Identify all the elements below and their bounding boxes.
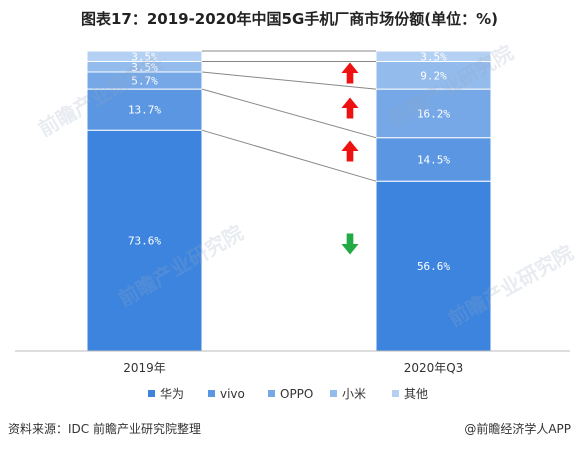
bar-segment-其他-1 — [375, 50, 492, 62]
bar-segment-华为-1 — [375, 180, 492, 352]
data-label: 3.5% — [420, 50, 447, 63]
legend-label: 华为 — [160, 387, 184, 401]
bar-segment-OPPO-1 — [375, 88, 492, 139]
data-label: 13.7% — [128, 104, 161, 117]
source-note: 资料来源：IDC 前瞻产业研究院整理 — [8, 422, 201, 436]
trend-arrow-down — [341, 233, 359, 255]
legend-swatch — [208, 390, 215, 397]
bar-segment-华为-0 — [86, 129, 203, 352]
trend-arrow-up — [341, 140, 359, 162]
bars-group — [86, 50, 492, 352]
data-label: 3.5% — [131, 61, 158, 74]
legend-label: 小米 — [342, 387, 366, 401]
bar-segment-其他-0 — [86, 50, 203, 62]
legend-swatch — [392, 390, 399, 397]
legend-label: 其他 — [404, 387, 428, 401]
x-tick-label: 2020年Q3 — [404, 361, 464, 375]
trend-arrows-group — [341, 62, 359, 255]
legend-swatch — [330, 390, 337, 397]
legend-label: vivo — [220, 387, 245, 401]
legend: 华为 vivo OPPO 小米 其他 — [148, 387, 428, 401]
data-label: 5.7% — [131, 75, 158, 88]
credit-note: @前瞻经济学人APP — [464, 422, 571, 436]
data-label: 16.2% — [417, 107, 450, 120]
trend-arrow-up — [341, 97, 359, 119]
x-tick-label: 2019年 — [123, 361, 166, 375]
legend-swatch — [268, 390, 275, 397]
data-label: 73.6% — [128, 235, 161, 248]
data-labels-group: 73.6%13.7%5.7%3.5%3.5%56.6%14.5%16.2%9.2… — [128, 50, 450, 273]
data-label: 56.6% — [417, 260, 450, 273]
connector-line — [201, 88, 377, 139]
trend-arrow-up — [341, 62, 359, 84]
connector-line — [201, 129, 377, 182]
x-tick-labels-group: 2019年 2020年Q3 — [123, 361, 463, 375]
connector-line — [201, 71, 377, 90]
connectors-group — [201, 50, 377, 182]
chart-title: 图表17：2019-2020年中国5G手机厂商市场份额(单位：%) — [80, 10, 499, 28]
data-label: 9.2% — [420, 69, 447, 82]
bar-segment-vivo-1 — [375, 137, 492, 182]
legend-label: OPPO — [280, 387, 313, 401]
data-label: 3.5% — [131, 50, 158, 63]
legend-swatch — [148, 390, 155, 397]
data-label: 14.5% — [417, 153, 450, 166]
bar-segment-vivo-0 — [86, 88, 203, 131]
